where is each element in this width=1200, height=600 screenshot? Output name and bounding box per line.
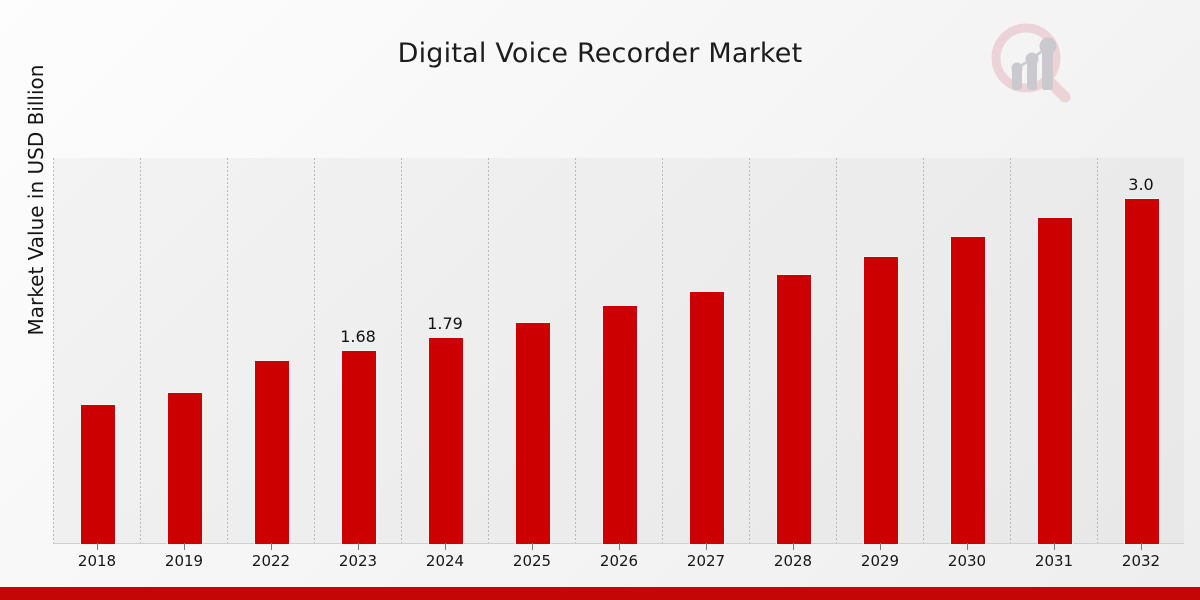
bar-2028[interactable]: [776, 274, 812, 545]
gridline-vertical: [836, 158, 837, 543]
gridline-vertical: [1097, 158, 1098, 543]
x-tick-mark-2022: [271, 543, 272, 550]
gridline-vertical: [923, 158, 924, 543]
page-title: Digital Voice Recorder Market: [397, 38, 803, 69]
bar-2022[interactable]: [254, 360, 290, 545]
x-tick-mark-2023: [358, 543, 359, 550]
bar-value-label-2024: 1.79: [427, 314, 463, 333]
bar-2019[interactable]: [167, 392, 203, 545]
x-tick-label-2024: 2024: [425, 552, 465, 570]
x-tick-label-2018: 2018: [77, 552, 117, 570]
gridline-vertical: [401, 158, 402, 543]
gridline-vertical: [575, 158, 576, 543]
x-tick-label-2022: 2022: [251, 552, 291, 570]
bar-2025[interactable]: [515, 322, 551, 545]
x-tick-label-2027: 2027: [686, 552, 726, 570]
x-tick-mark-2028: [793, 543, 794, 550]
magnifier-bar-chart-logo: [985, 18, 1077, 110]
x-tick-label-2031: 2031: [1034, 552, 1074, 570]
bar-value-label-2032: 3.0: [1128, 175, 1154, 194]
x-tick-mark-2032: [1141, 543, 1142, 550]
bar-2018[interactable]: [80, 404, 116, 545]
x-tick-label-2025: 2025: [512, 552, 552, 570]
bar-2031[interactable]: [1037, 217, 1073, 545]
gridline-vertical: [140, 158, 141, 543]
x-tick-mark-2019: [184, 543, 185, 550]
x-tick-label-2019: 2019: [164, 552, 204, 570]
bar-value-label-2023: 1.68: [340, 327, 376, 346]
gridline-vertical: [227, 158, 228, 543]
x-tick-label-2023: 2023: [338, 552, 378, 570]
x-tick-mark-2031: [1054, 543, 1055, 550]
x-tick-mark-2029: [880, 543, 881, 550]
gridline-vertical: [662, 158, 663, 543]
y-axis-line: [53, 158, 54, 543]
bar-2029[interactable]: [863, 256, 899, 545]
x-tick-label-2026: 2026: [599, 552, 639, 570]
bar-2027[interactable]: [689, 291, 725, 545]
gridline-vertical: [314, 158, 315, 543]
x-tick-label-2029: 2029: [860, 552, 900, 570]
bar-2032[interactable]: [1124, 198, 1160, 545]
bar-2030[interactable]: [950, 236, 986, 545]
bar-2024[interactable]: [428, 337, 464, 545]
y-axis-label: Market Value in USD Billion: [24, 64, 48, 336]
x-tick-mark-2026: [619, 543, 620, 550]
x-tick-label-2032: 2032: [1121, 552, 1161, 570]
bar-2023[interactable]: [341, 350, 377, 545]
gridline-vertical: [488, 158, 489, 543]
x-tick-mark-2030: [967, 543, 968, 550]
x-tick-mark-2024: [445, 543, 446, 550]
x-tick-label-2028: 2028: [773, 552, 813, 570]
x-tick-mark-2025: [532, 543, 533, 550]
gridline-vertical: [749, 158, 750, 543]
gridline-vertical: [1010, 158, 1011, 543]
footer-accent-strip: [0, 587, 1200, 600]
x-tick-mark-2027: [706, 543, 707, 550]
x-tick-label-2030: 2030: [947, 552, 987, 570]
x-tick-mark-2018: [97, 543, 98, 550]
bar-2026[interactable]: [602, 305, 638, 545]
